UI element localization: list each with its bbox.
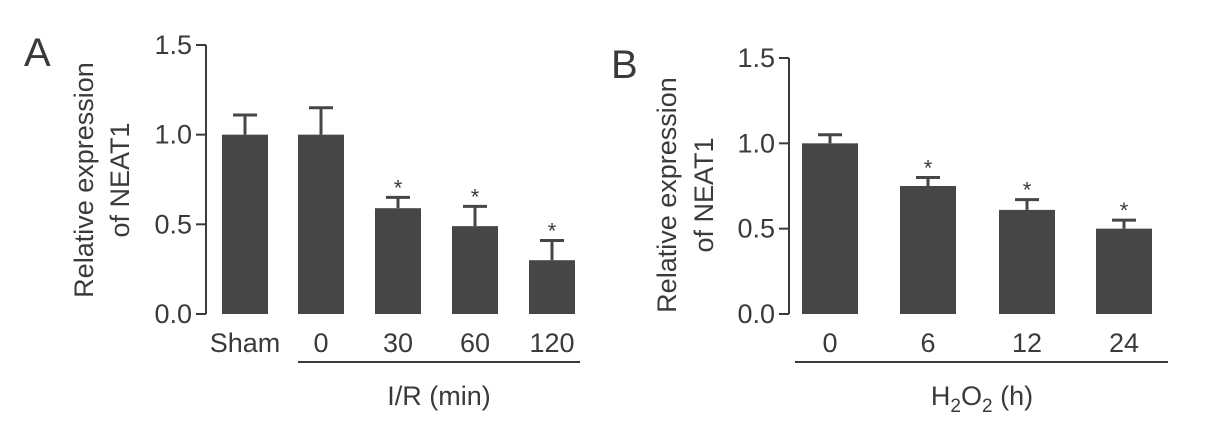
panel-b-bar [900, 186, 956, 314]
panel-b-y-tick-label: 0.0 [737, 299, 775, 329]
panel-a-bar [529, 260, 575, 314]
panel-b-y-tick-label: 1.5 [737, 43, 775, 73]
panel-b-xlabel: H2O2 (h) [931, 381, 1033, 417]
panel-b-bar [999, 209, 1055, 314]
panel-a-significance-star: * [548, 218, 557, 243]
xlabel-sub-2b: 2 [982, 396, 993, 417]
panel-a-category-label: 0 [313, 328, 328, 358]
panel-b-significance-star: * [924, 155, 933, 180]
panel-a-bar [298, 134, 344, 314]
panel-b-bar [802, 143, 858, 314]
panel-letter-b: B [611, 43, 638, 87]
panel-a-category-label: 120 [529, 328, 574, 358]
panel-a-significance-star: * [394, 175, 403, 200]
panel-a-significance-star: * [471, 184, 480, 209]
panel-letter-a: A [24, 31, 51, 75]
panel-b-significance-star: * [1023, 178, 1032, 203]
xlabel-sub-2a: 2 [950, 396, 961, 417]
panel-b-category-label: 6 [920, 328, 935, 358]
panel-b-ylabel-line1: Relative expression [652, 77, 682, 313]
panel-b-y-tick-label: 1.0 [737, 128, 775, 158]
panel-b-category-label: 12 [1012, 328, 1042, 358]
panel-b-bar [1096, 228, 1152, 314]
xlabel-h: H [931, 381, 951, 411]
xlabel-unit: (h) [993, 381, 1034, 411]
panel-a-category-label: 60 [460, 328, 490, 358]
panel-b-category-label: 24 [1109, 328, 1139, 358]
panel-a-y-tick-label: 0.5 [154, 209, 192, 239]
panel-a-bar [222, 134, 268, 314]
panel-a-y-tick-label: 1.0 [154, 120, 192, 150]
panel-b-ylabel-line2: of NEAT1 [689, 137, 719, 252]
panel-a-xlabel: I/R (min) [387, 381, 491, 411]
panel-a-ylabel-line2: of NEAT1 [105, 122, 135, 237]
panel-b-y-tick-label: 0.5 [737, 214, 775, 244]
panel-b-significance-star: * [1120, 198, 1129, 223]
panel-a-bar [375, 208, 421, 314]
panel-a-y-tick-label: 0.0 [154, 299, 192, 329]
panel-a-bar [452, 226, 498, 314]
xlabel-o: O [961, 381, 982, 411]
panel-a-ylabel-line1: Relative expression [69, 62, 99, 298]
panel-b-category-label: 0 [822, 328, 837, 358]
panel-a-y-tick-label: 1.5 [154, 30, 192, 60]
panel-a-category-label: 30 [383, 328, 413, 358]
panel-a-category-label: Sham [210, 328, 281, 358]
